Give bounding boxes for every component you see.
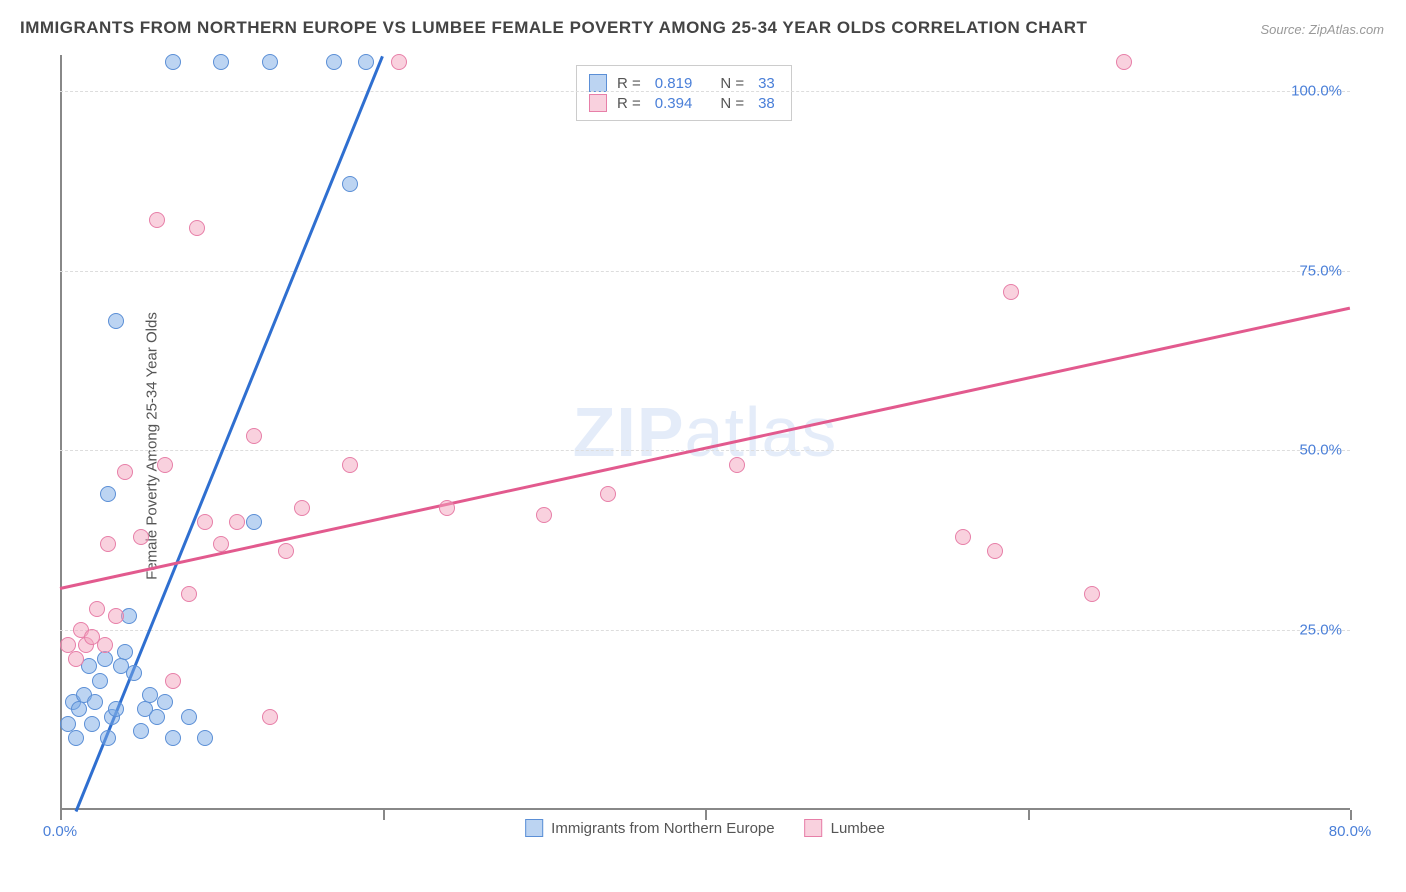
source-attribution: Source: ZipAtlas.com <box>1260 22 1384 37</box>
r-label: R = <box>617 95 641 112</box>
legend-stats: R = 0.819 N = 33 R = 0.394 N = 38 <box>576 65 792 121</box>
data-point <box>246 514 262 530</box>
data-point <box>87 694 103 710</box>
x-tick <box>705 810 707 820</box>
y-axis-line <box>60 55 62 810</box>
data-point <box>100 730 116 746</box>
watermark: ZIPatlas <box>573 392 838 472</box>
r-label: R = <box>617 75 641 92</box>
data-point <box>181 709 197 725</box>
plot-surface: ZIPatlas R = 0.819 N = 33 R = 0.394 N = 38 Immi… <box>60 55 1350 840</box>
data-point <box>213 54 229 70</box>
y-tick-label: 50.0% <box>1299 442 1342 459</box>
data-point <box>108 313 124 329</box>
data-point <box>149 709 165 725</box>
data-point <box>157 457 173 473</box>
legend-stats-row: R = 0.819 N = 33 <box>589 74 779 92</box>
legend-series-label: Immigrants from Northern Europe <box>551 820 774 837</box>
data-point <box>987 543 1003 559</box>
trend-line <box>75 56 384 812</box>
legend-series-item: Lumbee <box>805 819 885 837</box>
x-tick <box>1028 810 1030 820</box>
y-tick-label: 25.0% <box>1299 622 1342 639</box>
data-point <box>100 486 116 502</box>
data-point <box>1003 284 1019 300</box>
data-point <box>133 723 149 739</box>
data-point <box>358 54 374 70</box>
data-point <box>729 457 745 473</box>
data-point <box>149 212 165 228</box>
data-point <box>165 673 181 689</box>
data-point <box>229 514 245 530</box>
y-tick-label: 100.0% <box>1291 82 1342 99</box>
data-point <box>117 464 133 480</box>
data-point <box>1116 54 1132 70</box>
x-tick <box>383 810 385 820</box>
legend-series-label: Lumbee <box>831 820 885 837</box>
data-point <box>97 651 113 667</box>
data-point <box>108 701 124 717</box>
data-point <box>117 644 133 660</box>
data-point <box>189 220 205 236</box>
legend-swatch <box>805 819 823 837</box>
trend-line <box>60 307 1351 590</box>
r-value: 0.394 <box>655 95 693 112</box>
x-tick <box>60 810 62 820</box>
legend-swatch <box>589 74 607 92</box>
data-point <box>326 54 342 70</box>
data-point <box>439 500 455 516</box>
legend-series: Immigrants from Northern Europe Lumbee <box>525 819 885 837</box>
chart-title: IMMIGRANTS FROM NORTHERN EUROPE VS LUMBE… <box>20 18 1087 38</box>
data-point <box>89 601 105 617</box>
r-value: 0.819 <box>655 75 693 92</box>
data-point <box>68 651 84 667</box>
legend-swatch <box>589 94 607 112</box>
data-point <box>342 457 358 473</box>
y-tick-label: 75.0% <box>1299 262 1342 279</box>
data-point <box>246 428 262 444</box>
data-point <box>126 665 142 681</box>
x-tick <box>1350 810 1352 820</box>
data-point <box>213 536 229 552</box>
x-tick-label: 0.0% <box>43 823 77 840</box>
data-point <box>133 529 149 545</box>
chart-area: ZIPatlas R = 0.819 N = 33 R = 0.394 N = 38 Immi… <box>60 55 1350 840</box>
data-point <box>157 694 173 710</box>
legend-swatch <box>525 819 543 837</box>
data-point <box>68 730 84 746</box>
data-point <box>955 529 971 545</box>
data-point <box>342 176 358 192</box>
x-tick-label: 80.0% <box>1329 823 1372 840</box>
data-point <box>108 608 124 624</box>
n-label: N = <box>720 75 744 92</box>
n-value: 33 <box>758 75 775 92</box>
n-label: N = <box>720 95 744 112</box>
data-point <box>262 54 278 70</box>
n-value: 38 <box>758 95 775 112</box>
data-point <box>536 507 552 523</box>
data-point <box>92 673 108 689</box>
data-point <box>278 543 294 559</box>
legend-stats-row: R = 0.394 N = 38 <box>589 94 779 112</box>
legend-series-item: Immigrants from Northern Europe <box>525 819 774 837</box>
data-point <box>197 514 213 530</box>
data-point <box>84 716 100 732</box>
data-point <box>391 54 407 70</box>
data-point <box>71 701 87 717</box>
data-point <box>181 586 197 602</box>
gridline <box>60 630 1350 631</box>
data-point <box>165 730 181 746</box>
data-point <box>600 486 616 502</box>
gridline <box>60 450 1350 451</box>
gridline <box>60 91 1350 92</box>
data-point <box>97 637 113 653</box>
data-point <box>262 709 278 725</box>
data-point <box>100 536 116 552</box>
data-point <box>294 500 310 516</box>
gridline <box>60 271 1350 272</box>
data-point <box>165 54 181 70</box>
data-point <box>1084 586 1100 602</box>
data-point <box>197 730 213 746</box>
